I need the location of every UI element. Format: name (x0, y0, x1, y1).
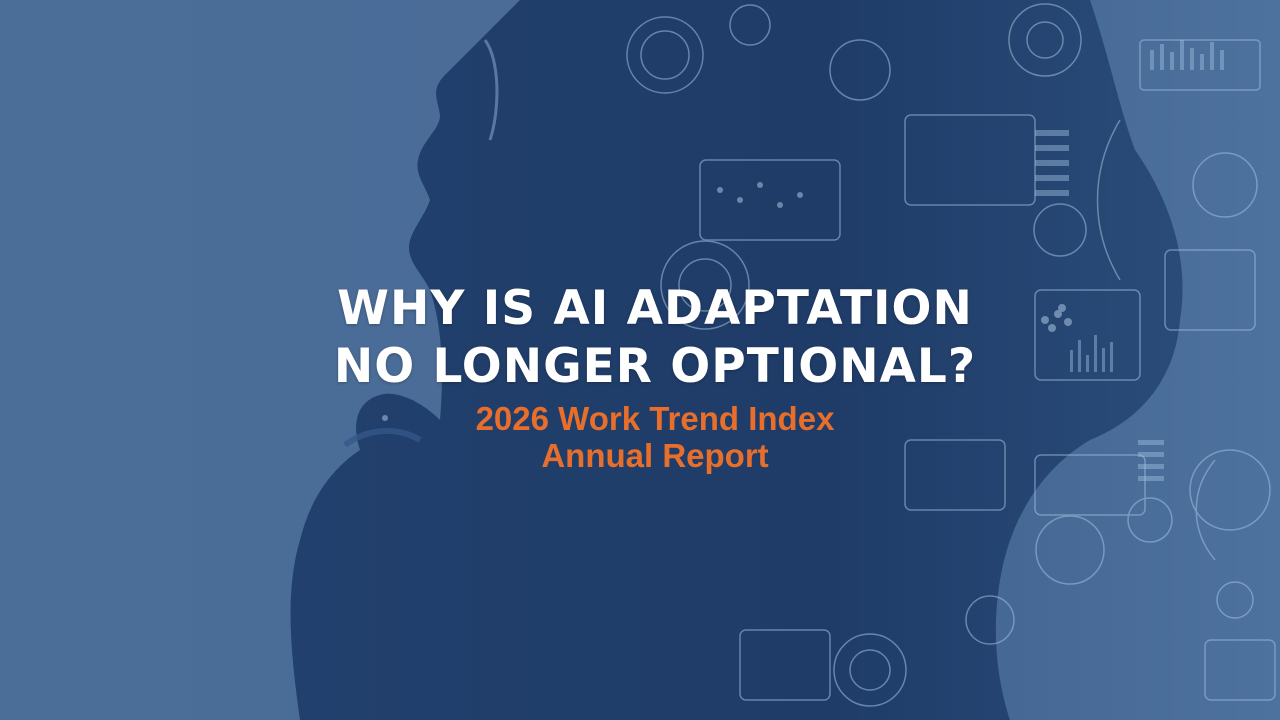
slide-subtitle: 2026 Work Trend Index Annual Report (0, 400, 1280, 474)
subtitle-line-2: Annual Report (541, 437, 769, 474)
subtitle-line-1: 2026 Work Trend Index (475, 400, 835, 437)
hud-bar-clusters (1035, 40, 1224, 481)
slide-title: WHY IS AI ADAPTATION NO LONGER OPTIONAL? (0, 280, 1280, 396)
title-line-1: WHY IS AI ADAPTATION (337, 281, 973, 336)
hud-dot-clusters (382, 182, 1072, 421)
title-block: WHY IS AI ADAPTATION NO LONGER OPTIONAL?… (0, 280, 1280, 474)
person-silhouette (290, 0, 1183, 720)
title-line-2: NO LONGER OPTIONAL? (333, 339, 977, 394)
hud-overlay (626, 3, 1276, 707)
